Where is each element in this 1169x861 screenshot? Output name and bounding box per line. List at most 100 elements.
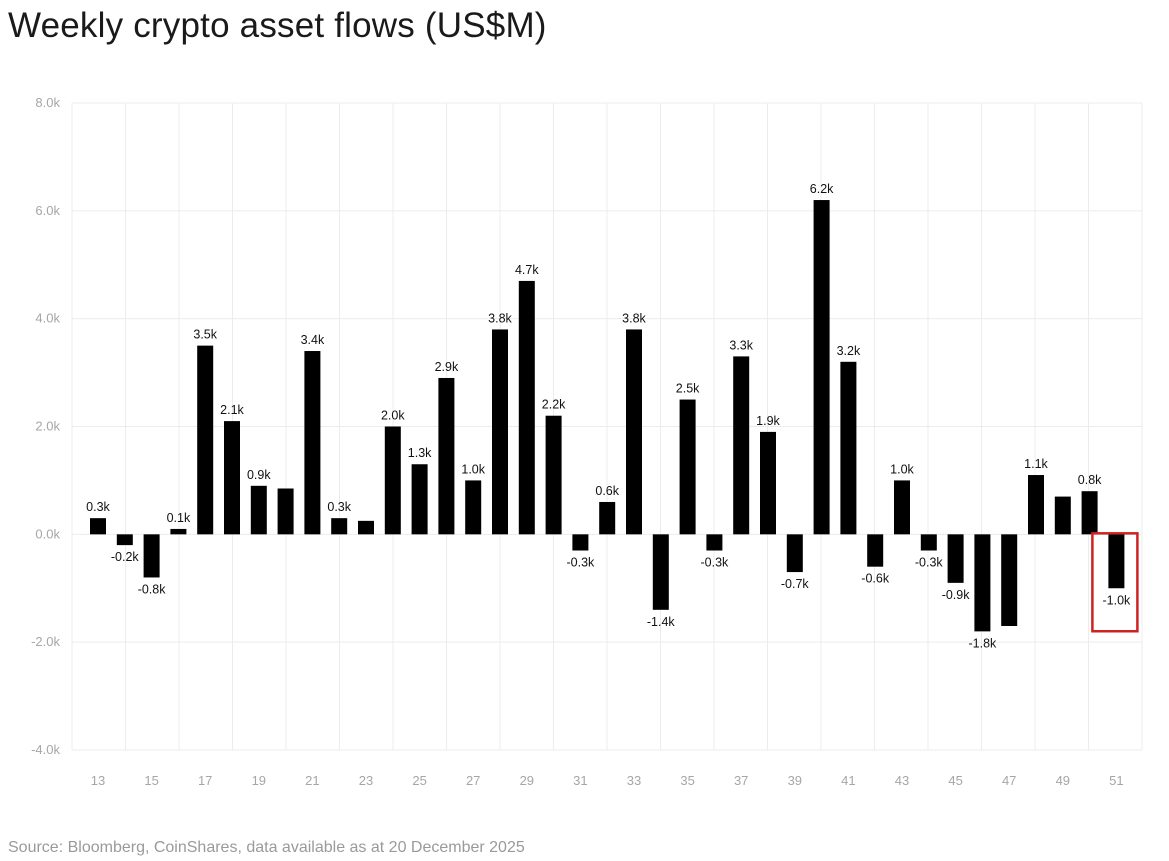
- data-label: -0.6k: [861, 572, 890, 586]
- highlight-box-rect: [1091, 532, 1139, 633]
- data-label: 0.3k: [86, 500, 110, 514]
- x-tick-label: 47: [1002, 773, 1016, 788]
- bar: [438, 377, 455, 535]
- bar: [652, 534, 669, 610]
- x-tick-label: 37: [734, 773, 748, 788]
- bar: [974, 534, 991, 632]
- bar: [331, 518, 348, 535]
- data-label: -1.8k: [969, 636, 998, 650]
- data-label: 6.2k: [810, 182, 834, 196]
- bar: [143, 534, 160, 578]
- bar: [170, 528, 187, 535]
- y-tick-label: 8.0k: [35, 95, 60, 110]
- bar: [304, 351, 321, 535]
- bar: [465, 480, 482, 535]
- data-label: 0.3k: [327, 500, 351, 514]
- y-axis: 8.0k 6.0k 4.0k 2.0k 0.0k -2.0k -4.0k: [31, 95, 60, 757]
- bar: [599, 501, 616, 535]
- bar: [706, 534, 723, 551]
- bar: [626, 329, 642, 535]
- data-label: 2.2k: [542, 398, 566, 412]
- bar: [1081, 491, 1098, 535]
- data-label: -0.8k: [138, 582, 167, 596]
- x-tick-label: 43: [895, 773, 909, 788]
- x-tick-label: 31: [573, 773, 587, 788]
- y-tick-label: -4.0k: [31, 742, 60, 757]
- x-tick-label: 25: [412, 773, 426, 788]
- bar: [867, 534, 884, 567]
- bar: [679, 399, 696, 535]
- bar: [411, 464, 428, 535]
- bar: [760, 431, 776, 535]
- y-tick-label: 2.0k: [35, 419, 60, 434]
- x-tick-label: 19: [252, 773, 266, 788]
- bar: [786, 534, 803, 573]
- bar: [733, 356, 750, 535]
- bar: [492, 329, 508, 535]
- data-label: -0.7k: [781, 577, 810, 591]
- bar: [197, 345, 214, 535]
- x-tick-label: 41: [841, 773, 855, 788]
- data-label: -0.3k: [701, 556, 730, 570]
- bar: [90, 518, 106, 535]
- data-label: 1.0k: [461, 462, 485, 476]
- bar: [1028, 475, 1044, 535]
- x-axis: 13 15 17 19 21 23 25 27 29 31 33 35 37 39 41 43 45 47 49 51: [91, 773, 1124, 788]
- bar: [545, 415, 562, 535]
- x-tick-label: 39: [788, 773, 802, 788]
- x-tick-label: 35: [680, 773, 694, 788]
- x-tick-label: 33: [627, 773, 641, 788]
- x-tick-label: 15: [144, 773, 158, 788]
- data-label: 1.1k: [1024, 457, 1048, 471]
- data-label: 3.4k: [301, 333, 325, 347]
- data-label: 0.8k: [1078, 473, 1102, 487]
- bar: [1108, 534, 1125, 589]
- data-label: 2.5k: [676, 382, 700, 396]
- data-label: 2.9k: [435, 360, 459, 374]
- bar: [250, 485, 267, 535]
- x-tick-label: 27: [466, 773, 480, 788]
- data-label: -0.3k: [567, 556, 596, 570]
- data-label: 3.8k: [488, 311, 512, 325]
- data-label: 4.7k: [515, 263, 539, 277]
- chart-title: Weekly crypto asset flows (US$M): [8, 6, 547, 45]
- data-label: 3.5k: [193, 328, 217, 342]
- data-labels: 0.3k -0.2k -0.8k 0.1k 3.5k 2.1k 0.9k 3.4k 0.3k 2.…: [86, 182, 1131, 650]
- data-label: 2.0k: [381, 409, 405, 423]
- data-label: 1.9k: [756, 414, 780, 428]
- data-label: 0.9k: [247, 468, 271, 482]
- bar: [518, 280, 535, 535]
- data-label: 3.8k: [622, 311, 646, 325]
- bar: [1054, 496, 1071, 535]
- x-tick-label: 29: [520, 773, 534, 788]
- data-label: 0.6k: [595, 484, 619, 498]
- x-tick-label: 21: [305, 773, 319, 788]
- data-label: 2.1k: [220, 403, 244, 417]
- bar: [894, 480, 910, 535]
- data-label: 1.0k: [890, 462, 914, 476]
- data-label: -0.3k: [915, 556, 944, 570]
- data-label: -0.9k: [942, 588, 971, 602]
- bar: [813, 200, 830, 535]
- bar: [277, 488, 294, 535]
- data-label: 3.2k: [837, 344, 861, 358]
- x-tick-label: 17: [198, 773, 212, 788]
- data-label: -1.4k: [647, 615, 676, 629]
- x-tick-label: 13: [91, 773, 105, 788]
- y-tick-label: 4.0k: [35, 311, 60, 326]
- data-label: 1.3k: [408, 446, 432, 460]
- bar: [947, 534, 964, 583]
- data-label: 3.3k: [729, 338, 753, 352]
- bar: [384, 426, 401, 535]
- bar: [920, 534, 937, 551]
- data-label: -0.2k: [111, 550, 140, 564]
- x-tick-label: 23: [359, 773, 373, 788]
- bar: [224, 421, 240, 535]
- y-tick-label: -2.0k: [31, 634, 60, 649]
- bar: [840, 361, 857, 535]
- bar: [358, 520, 374, 535]
- data-label: 0.1k: [167, 511, 191, 525]
- y-tick-label: 0.0k: [35, 526, 60, 541]
- highlight-box: [1091, 532, 1139, 633]
